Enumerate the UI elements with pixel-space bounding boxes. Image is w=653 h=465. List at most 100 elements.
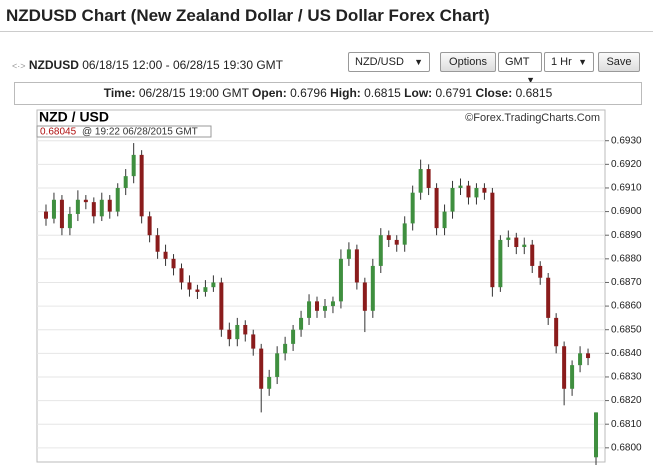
candle-body [315, 301, 320, 311]
candle-body [67, 213, 72, 229]
candle-body [522, 244, 527, 248]
candle-body [307, 301, 312, 318]
candle-body [394, 239, 399, 245]
candle-body [299, 317, 304, 330]
candle-body [378, 235, 383, 266]
candle-body [187, 282, 192, 290]
range-label: <·> NZDUSD 06/18/15 12:00 - 06/28/15 19:… [12, 58, 283, 72]
label: Time: [103, 86, 136, 100]
candle-body [99, 199, 104, 217]
candle-body [139, 154, 144, 217]
y-tick-label: 0.6840 [611, 348, 642, 359]
candle-body [123, 176, 128, 188]
candle-body [362, 282, 367, 311]
candle-body [43, 211, 48, 219]
save-button[interactable]: Save [598, 52, 640, 72]
candle-body [211, 282, 216, 288]
value: 06/28/15 19:00 GMT [138, 86, 249, 100]
candle-body [243, 324, 248, 335]
y-tick-label: 0.6920 [611, 159, 642, 170]
candle-body [538, 265, 543, 278]
candle-body [259, 348, 264, 389]
y-tick-label: 0.6880 [611, 253, 642, 264]
y-tick-label: 0.6900 [611, 206, 642, 217]
candle-body [530, 244, 535, 266]
page-title: NZDUSD Chart (New Zealand Dollar / US Do… [6, 6, 490, 25]
cursor-price: 0.68045 [40, 127, 77, 138]
y-tick-label: 0.6830 [611, 372, 642, 383]
candle-body [267, 376, 272, 389]
label: Close: [475, 86, 513, 100]
cursor-box [36, 125, 212, 138]
tz-select[interactable]: GMT ▼ [498, 52, 542, 85]
y-tick-label: 0.6910 [611, 183, 642, 194]
range: 06/18/15 12:00 - 06/28/15 19:30 GMT [82, 58, 284, 72]
candle-body [490, 192, 495, 288]
candle-body [235, 324, 240, 340]
candle-body [442, 211, 447, 229]
y-tick-label: 0.6870 [611, 277, 642, 288]
candle-body [458, 185, 463, 188]
divider [0, 31, 653, 32]
info-bar: Time: 06/28/15 19:00 GMT Open: 0.6796 Hi… [14, 82, 642, 105]
y-tick-label: 0.6890 [611, 230, 642, 241]
options-button[interactable]: Options [440, 52, 496, 72]
source: ©Forex.TradingCharts.Com [465, 112, 600, 124]
y-tick-label: 0.6930 [611, 135, 642, 146]
chart-title: NZD / USD [39, 109, 109, 125]
y-tick-label: 0.6860 [611, 301, 642, 312]
interval-value: 1 Hr [551, 56, 572, 68]
y-tick-label: 0.6820 [611, 395, 642, 406]
candle-body [554, 317, 559, 347]
candle-body [354, 249, 359, 283]
candle-body [330, 301, 335, 307]
label: Low: [404, 86, 433, 100]
interval-select[interactable]: 1 Hr ▼ [544, 52, 594, 72]
pan-icon[interactable]: <·> [12, 61, 26, 71]
dropdown-arrow: ▼ [526, 75, 535, 85]
value: 0.6815 [515, 86, 553, 100]
candle-body [402, 223, 407, 245]
candle-body [346, 249, 351, 259]
candle-body [227, 329, 232, 340]
candle-body [59, 199, 64, 229]
candle-body [370, 265, 375, 311]
candle-body [482, 187, 487, 193]
candle-body [474, 187, 479, 198]
dropdown-arrow: ▼ [578, 57, 587, 67]
candle-body [594, 412, 599, 458]
label: High: [330, 86, 361, 100]
label: Open: [252, 86, 287, 100]
candle-body [75, 199, 80, 214]
candle-body [115, 187, 120, 212]
candle-body [291, 329, 296, 344]
symbol: NZDUSD [28, 58, 79, 72]
dropdown-arrow: ▼ [414, 57, 423, 67]
candle-body [546, 277, 551, 318]
candle-body [155, 235, 160, 252]
candle-body [466, 185, 471, 198]
candle-body [283, 343, 288, 354]
candle-body [338, 258, 343, 302]
value: 0.6791 [435, 86, 473, 100]
candle-body [562, 346, 567, 389]
plot-area [36, 109, 606, 463]
candle-body [514, 237, 519, 248]
candle-body [179, 268, 184, 283]
candle-body [418, 169, 423, 193]
candle-body [251, 334, 256, 349]
value: 0.6815 [364, 86, 401, 100]
value: 0.6796 [290, 86, 327, 100]
candle-body [195, 289, 200, 292]
candle-body [91, 202, 96, 217]
candle-body [322, 306, 327, 311]
candle-body [163, 251, 168, 259]
candle-body [506, 237, 511, 240]
pair-value: NZD/USD [355, 56, 404, 68]
candle-body [51, 199, 56, 219]
pair-select[interactable]: NZD/USD ▼ [348, 52, 430, 72]
candle-body [83, 199, 88, 203]
candle-body [171, 258, 176, 269]
